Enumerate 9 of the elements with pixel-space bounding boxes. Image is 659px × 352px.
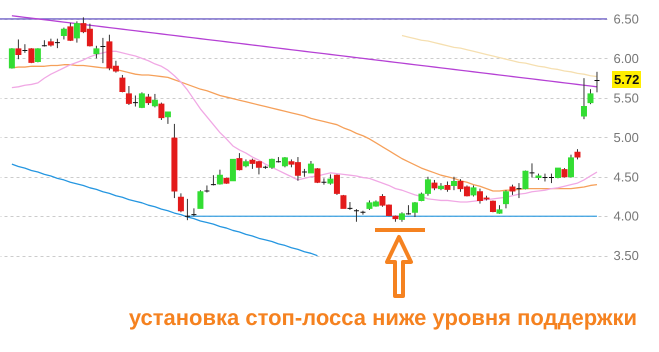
text: 5.72 bbox=[612, 71, 642, 88]
y-tick-label: 4.50 bbox=[614, 169, 639, 184]
text: установка стоп-лосса ниже уровня поддержки bbox=[128, 305, 637, 331]
y-tick-label: 4.00 bbox=[614, 208, 639, 224]
y-tick-label: 3.50 bbox=[614, 248, 639, 264]
y-tick-label: 5.50 bbox=[614, 90, 639, 106]
y-tick-label: 5.00 bbox=[614, 130, 639, 145]
y-tick-label: 6.50 bbox=[614, 11, 639, 26]
y-tick-label: 6.00 bbox=[614, 50, 639, 66]
